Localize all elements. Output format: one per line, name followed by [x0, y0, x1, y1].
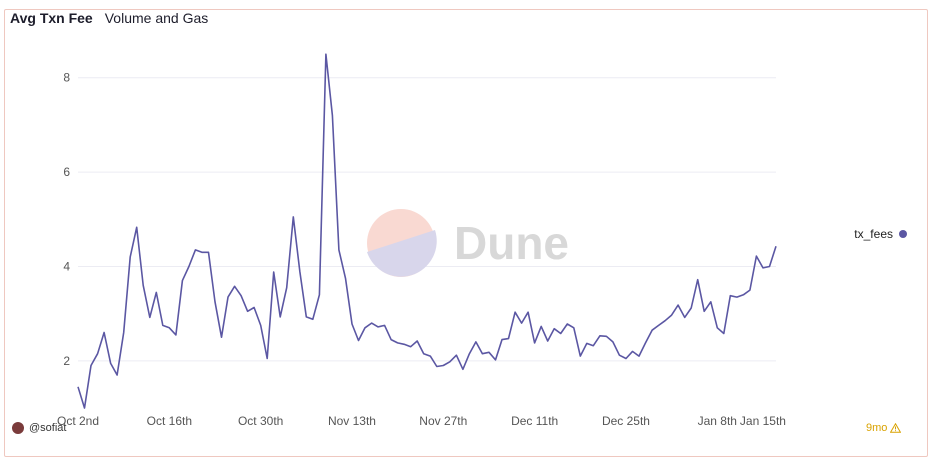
y-tick-label: 6 [63, 165, 70, 179]
x-tick-label: Oct 30th [238, 414, 283, 428]
x-tick-label: Dec 11th [511, 414, 558, 428]
chart-card [4, 9, 928, 457]
age-badge: 9mo [866, 422, 902, 434]
x-tick-label: Oct 2nd [57, 414, 99, 428]
y-tick-label: 8 [63, 71, 70, 85]
x-tick-label: Nov 27th [419, 414, 467, 428]
y-tick-label: 4 [63, 259, 70, 273]
warning-icon [890, 423, 902, 433]
author-link[interactable]: @sofiat [12, 422, 66, 434]
age-badge-label: 9mo [866, 422, 888, 434]
x-tick-label: Oct 16th [147, 414, 192, 428]
tab-avg-txn-fee[interactable]: Avg Txn Fee [10, 10, 93, 26]
y-tick-label: 2 [63, 354, 70, 368]
watermark-text: Dune [454, 217, 569, 269]
series-line-tx-fees [77, 53, 777, 409]
author-username: @sofiat [29, 422, 67, 434]
x-tick-label: Dec 25th [602, 414, 650, 428]
legend-marker-tx-fees [899, 230, 907, 238]
avatar [12, 422, 24, 434]
x-tick-label: Jan 15th [740, 414, 786, 428]
x-tick-label: Jan 8th [698, 414, 737, 428]
tab-volume-and-gas[interactable]: Volume and Gas [104, 10, 209, 26]
legend-label-tx-fees: tx_fees [854, 227, 893, 241]
legend[interactable]: tx_fees [854, 227, 907, 241]
watermark-logo-bottom [367, 230, 437, 277]
x-tick-label: Nov 13th [328, 414, 376, 428]
dune-watermark: Dune [367, 209, 569, 277]
chart-header: Avg Txn Fee Volume and Gas [10, 10, 208, 26]
